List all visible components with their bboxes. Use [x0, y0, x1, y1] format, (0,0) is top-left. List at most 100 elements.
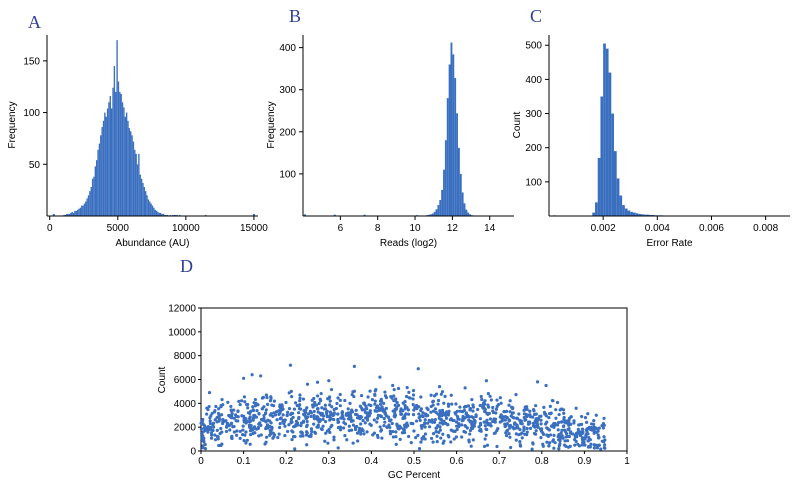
scatter-point [436, 412, 440, 416]
scatter-point [455, 415, 460, 419]
scatter-point [495, 444, 499, 449]
scatter-point [332, 438, 336, 442]
scatter-point [248, 424, 252, 428]
scatter-point [441, 410, 445, 414]
scatter-point [289, 420, 293, 424]
scatter-point [455, 420, 459, 424]
scatter-point [558, 408, 562, 412]
scatter-point [199, 427, 204, 431]
scatter-point [301, 397, 306, 401]
x-tick-label: 0.9 [577, 456, 591, 467]
scatter-point [522, 425, 526, 429]
scatter-point [394, 435, 398, 439]
scatter-point [213, 408, 217, 413]
scatter-point [328, 416, 332, 420]
histogram-bar [595, 202, 598, 216]
scatter-point [228, 428, 232, 432]
scatter-point [434, 426, 438, 430]
scatter-point [438, 421, 442, 425]
scatter-point [291, 434, 296, 439]
histogram-bar [119, 91, 121, 216]
scatter-point [265, 395, 269, 400]
panel-b: B 6 8 10 12 14 100 200 300 400 Reads (log2) Frequen… [266, 6, 514, 249]
scatter-point [602, 416, 606, 420]
histogram-bar [600, 96, 604, 216]
scatter-point [387, 418, 392, 422]
scatter-point [238, 429, 242, 434]
scatter-point [417, 447, 422, 451]
scatter-point [294, 419, 299, 423]
histogram-bar [121, 102, 124, 216]
scatter-point [326, 441, 330, 445]
panel-label: C [530, 6, 542, 26]
scatter-point [250, 373, 254, 377]
scatter-point [534, 429, 538, 433]
scatter-point [491, 419, 495, 424]
x-tick-label: 0.6 [450, 456, 464, 467]
y-tick-label: 10000 [168, 327, 196, 338]
scatter-point [484, 379, 489, 383]
scatter-point [208, 419, 212, 423]
scatter-point [305, 431, 309, 435]
scatter-point [553, 441, 557, 445]
scatter-point [557, 412, 561, 417]
scatter-point [478, 421, 483, 425]
scatter-point [242, 376, 246, 380]
histogram-bar [446, 98, 449, 216]
x-tick-label: 8 [375, 223, 381, 234]
scatter-point [568, 444, 572, 448]
y-tick-label: 200 [279, 127, 296, 138]
scatter-point [441, 432, 445, 436]
scatter-point [217, 407, 221, 411]
scatter-point [235, 429, 239, 433]
scatter-point [511, 406, 515, 410]
scatter-point [595, 427, 599, 431]
scatter-point [244, 441, 248, 445]
scatter-point [495, 428, 499, 433]
scatter-point [596, 436, 601, 440]
scatter-point [460, 423, 464, 427]
scatter-point [312, 409, 316, 414]
scatter-point [201, 446, 205, 450]
scatter-point [417, 412, 421, 416]
scatter-point [336, 446, 340, 450]
histogram-bar [86, 198, 88, 216]
scatter-point [431, 409, 436, 413]
scatter-point [287, 407, 292, 411]
scatter-point [327, 395, 332, 399]
scatter-point [341, 426, 346, 430]
scatter-point [227, 414, 231, 418]
y-tick-label: 400 [279, 43, 296, 54]
scatter-point [244, 420, 249, 424]
x-tick-label: 0.4 [364, 456, 378, 467]
y-tick-label: 0 [190, 447, 196, 458]
scatter-point [305, 419, 309, 424]
scatter-point [381, 407, 385, 411]
scatter-point [354, 408, 358, 412]
scatter-point [264, 411, 268, 415]
scatter-point [310, 403, 315, 407]
histogram-bar [52, 213, 55, 216]
histogram-bar [113, 66, 116, 217]
scatter-point [535, 380, 540, 384]
scatter-point [463, 404, 467, 409]
histogram-bar [619, 195, 623, 216]
scatter-point [278, 422, 282, 426]
scatter-point [341, 415, 345, 419]
y-tick-label: 400 [525, 75, 542, 86]
scatter-point [220, 430, 224, 434]
scatter-point [395, 424, 399, 428]
histogram-bar [102, 120, 105, 216]
scatter-point [245, 438, 249, 442]
histogram-bar [67, 213, 69, 216]
scatter-point [407, 390, 411, 394]
x-tick-label: 0.002 [591, 223, 616, 234]
scatter-point [586, 412, 590, 416]
scatter-point [411, 422, 415, 426]
scatter-point [316, 407, 320, 411]
scatter-point [357, 426, 362, 430]
panel-label: B [289, 6, 301, 26]
histogram-bar [176, 214, 178, 216]
histogram-bar [448, 64, 451, 216]
scatter-point [375, 416, 380, 420]
